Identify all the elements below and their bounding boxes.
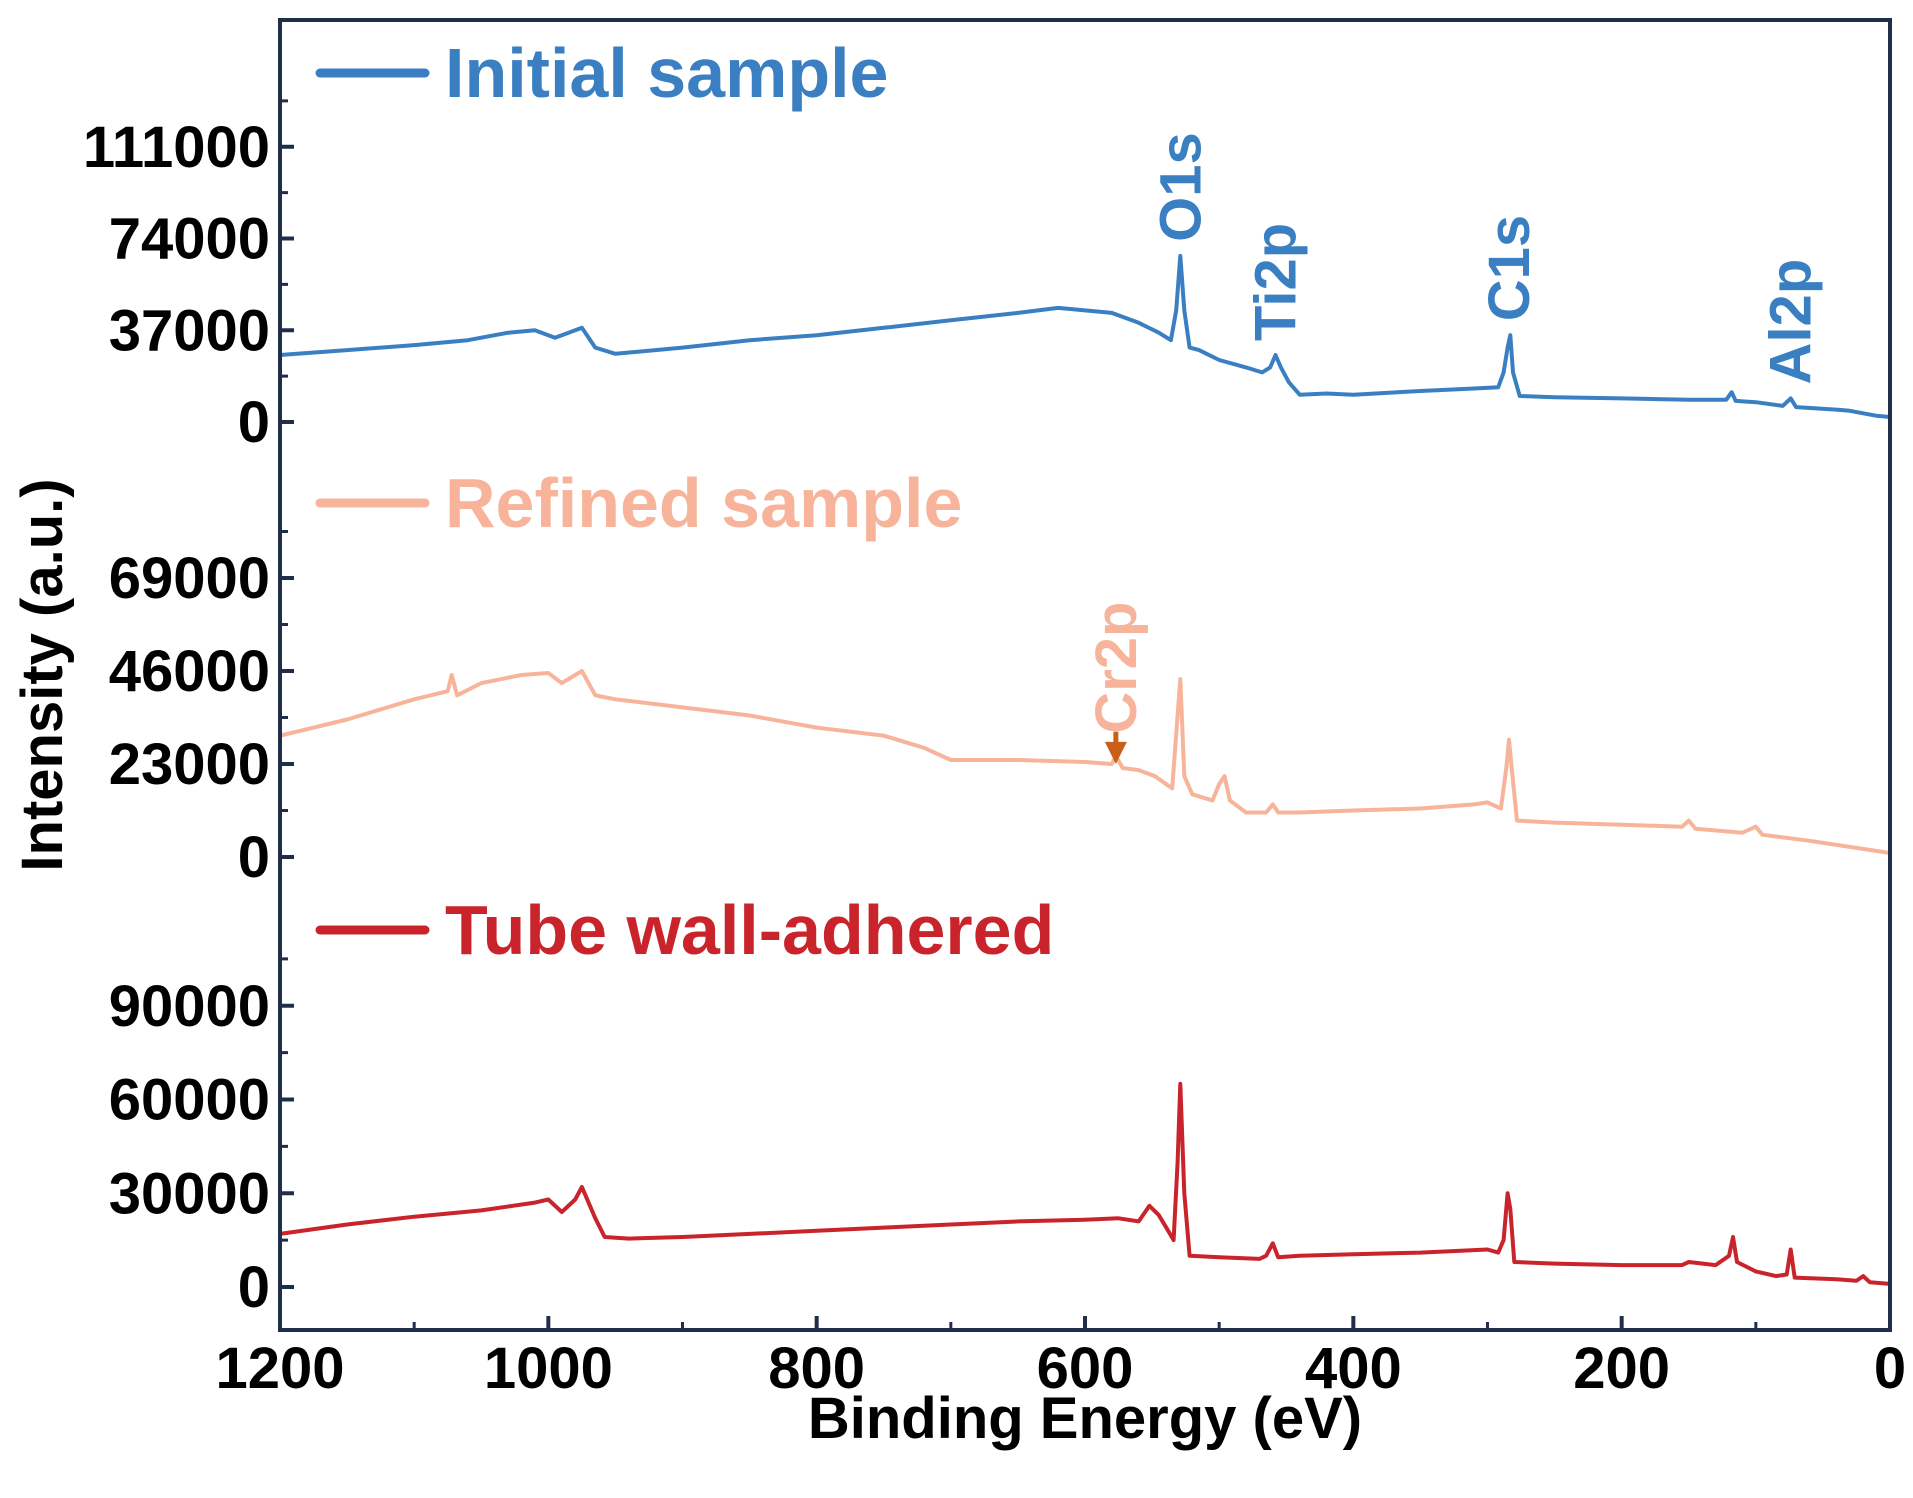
x-tick-label: 200 [1573, 1336, 1670, 1401]
x-tick-label: 1000 [484, 1336, 613, 1401]
peak-label: C1s [1477, 215, 1542, 321]
x-axis-title: Binding Energy (eV) [808, 1386, 1362, 1451]
y-tick-label: 69000 [109, 546, 270, 611]
y-tick-label: 23000 [109, 732, 270, 797]
peak-label-layer: O1s Ti2p C1s Al2p Cr2p [1084, 132, 1824, 764]
y-tick-label: 74000 [109, 207, 270, 272]
series-layer [279, 253, 1891, 1286]
y-axis-title: Intensity (a.u.) [10, 478, 75, 871]
y-tick-label: 90000 [109, 974, 270, 1039]
peak-label: Cr2p [1084, 602, 1149, 734]
x-axis: 1200 1000 800 600 400 200 0 [215, 1316, 1906, 1401]
peak-label: O1s [1148, 132, 1213, 242]
legend-label: Refined sample [445, 464, 962, 542]
legend-label: Tube wall-adhered [445, 891, 1054, 969]
legend-label: Initial sample [445, 34, 888, 112]
y-tick-label: 60000 [109, 1068, 270, 1133]
series-line [279, 253, 1891, 419]
x-tick-label: 1200 [215, 1336, 344, 1401]
y-tick-label: 0 [238, 825, 270, 890]
y-tick-label: 111000 [83, 115, 270, 180]
legend-layer: Initial sample Refined sample Tube wall-ad… [315, 34, 1054, 969]
peak-label: Ti2p [1244, 223, 1309, 341]
x-tick-label: 0 [1874, 1336, 1906, 1401]
y-tick-label: 37000 [109, 298, 270, 363]
x-tick-label: 600 [1037, 1336, 1134, 1401]
y-tick-label: 46000 [109, 639, 270, 704]
y-tick-label: 0 [238, 1255, 270, 1320]
series-line [279, 1081, 1891, 1286]
y-axis: 0 37000 74000 111000 0 23000 46000 69000 0 30000 6… [83, 99, 294, 1320]
x-tick-label: 400 [1305, 1336, 1402, 1401]
y-tick-label: 0 [238, 390, 270, 455]
y-tick-label: 30000 [109, 1161, 270, 1226]
peak-arrow-head [1104, 741, 1127, 764]
series-line [279, 669, 1891, 855]
x-tick-label: 800 [768, 1336, 865, 1401]
peak-label: Al2p [1759, 259, 1824, 385]
